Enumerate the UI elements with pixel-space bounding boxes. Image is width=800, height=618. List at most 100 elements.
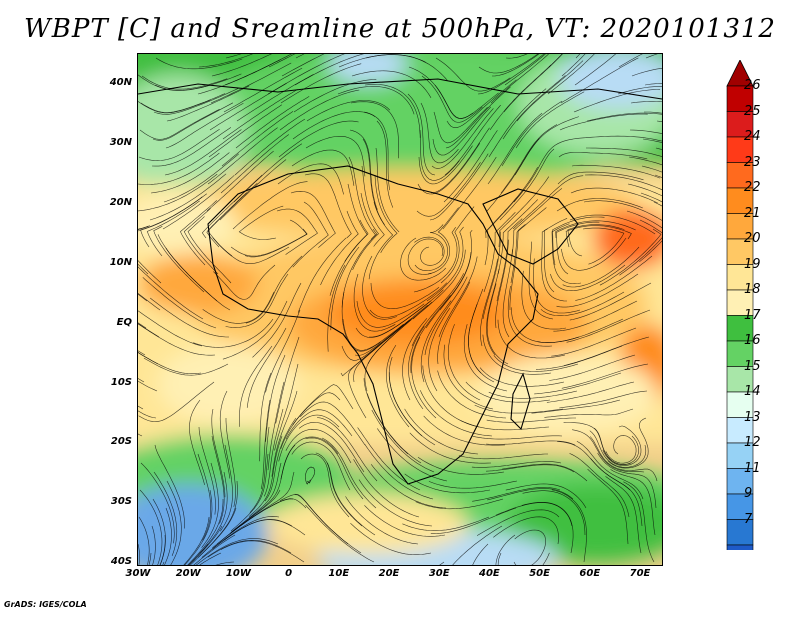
colorbar-label: 11: [744, 460, 761, 476]
streamline: [350, 101, 400, 159]
streamline: [583, 200, 662, 221]
streamline: [487, 488, 574, 501]
streamline: [502, 463, 588, 482]
streamline: [278, 414, 340, 462]
streamline: [510, 307, 580, 343]
streamline: [586, 112, 662, 122]
streamline: [493, 516, 559, 545]
streamline: [427, 207, 459, 275]
streamline: [197, 59, 281, 95]
streamline: [220, 444, 233, 532]
streamline: [447, 324, 481, 401]
streamline: [559, 113, 648, 131]
streamline: [208, 104, 282, 158]
streamline: [411, 273, 464, 347]
streamline: [276, 208, 318, 255]
streamline: [219, 159, 287, 221]
streamline: [420, 300, 452, 383]
streamline: [474, 404, 564, 414]
streamline: [433, 106, 488, 144]
streamline: [443, 344, 494, 410]
streamline: [482, 231, 501, 320]
streamline: [265, 354, 286, 442]
streamline: [376, 120, 394, 208]
streamline: [618, 54, 643, 68]
streamline: [364, 319, 412, 392]
streamline: [321, 437, 377, 509]
streamline: [222, 89, 298, 140]
streamline: [153, 226, 205, 293]
streamline: [472, 487, 561, 502]
streamline: [602, 425, 642, 466]
streamline: [471, 461, 562, 468]
colorbar-segment: [726, 519, 754, 546]
colorbar-segment: [726, 187, 754, 214]
streamline: [236, 74, 314, 122]
streamline: [424, 276, 468, 356]
streamline: [446, 79, 517, 129]
streamline: [544, 218, 568, 293]
streamline: [640, 192, 662, 203]
streamline: [165, 247, 231, 311]
streamline: [271, 390, 298, 477]
streamline: [292, 111, 376, 140]
streamline: [607, 417, 649, 469]
streamline: [493, 355, 579, 372]
streamline: [426, 226, 464, 302]
streamline: [418, 145, 473, 185]
streamline: [521, 270, 567, 330]
streamline: [292, 384, 354, 426]
wbpt-shading: [138, 54, 662, 565]
streamline: [219, 390, 231, 479]
streamline: [354, 304, 428, 356]
streamline: [561, 363, 649, 389]
streamline: [184, 489, 213, 565]
streamline: [515, 91, 585, 149]
streamline: [259, 372, 272, 462]
streamline: [221, 111, 294, 167]
streamline: [164, 507, 172, 565]
streamline: [420, 102, 459, 164]
streamline: [165, 102, 244, 149]
streamline: [375, 147, 400, 233]
streamline: [551, 223, 582, 285]
lon-label: 10W: [225, 568, 251, 579]
lat-label: 40N: [109, 77, 132, 88]
streamline: [571, 164, 661, 179]
streamline: [220, 134, 289, 194]
streamline: [567, 224, 625, 257]
streamline: [349, 129, 378, 210]
streamline: [329, 219, 369, 296]
streamline: [220, 540, 305, 563]
streamline: [619, 219, 662, 276]
streamline: [421, 75, 483, 123]
streamline: [207, 192, 247, 257]
streamline: [569, 282, 652, 321]
streamline: [417, 456, 505, 475]
colorbar-label: 19: [744, 256, 761, 272]
streamline: [362, 255, 397, 320]
streamline: [535, 345, 623, 370]
streamline: [505, 483, 587, 509]
streamline: [153, 471, 178, 557]
streamline: [163, 153, 239, 203]
streamline: [479, 367, 565, 387]
streamline: [189, 507, 237, 565]
streamline: [364, 84, 421, 138]
streamline: [299, 401, 366, 446]
streamline: [193, 318, 274, 348]
streamline: [549, 354, 636, 381]
streamline: [298, 422, 365, 473]
streamline: [356, 300, 425, 328]
streamline: [353, 459, 420, 518]
streamline: [501, 100, 563, 167]
colorbar-label: 20: [744, 231, 761, 246]
colorbar-label: 18: [744, 282, 761, 297]
streamline: [370, 282, 440, 310]
streamline: [215, 561, 235, 565]
streamline: [229, 498, 307, 535]
colorbar-segment: [726, 417, 754, 444]
streamline: [563, 422, 632, 465]
streamline: [484, 189, 525, 266]
colorbar: [726, 60, 754, 550]
